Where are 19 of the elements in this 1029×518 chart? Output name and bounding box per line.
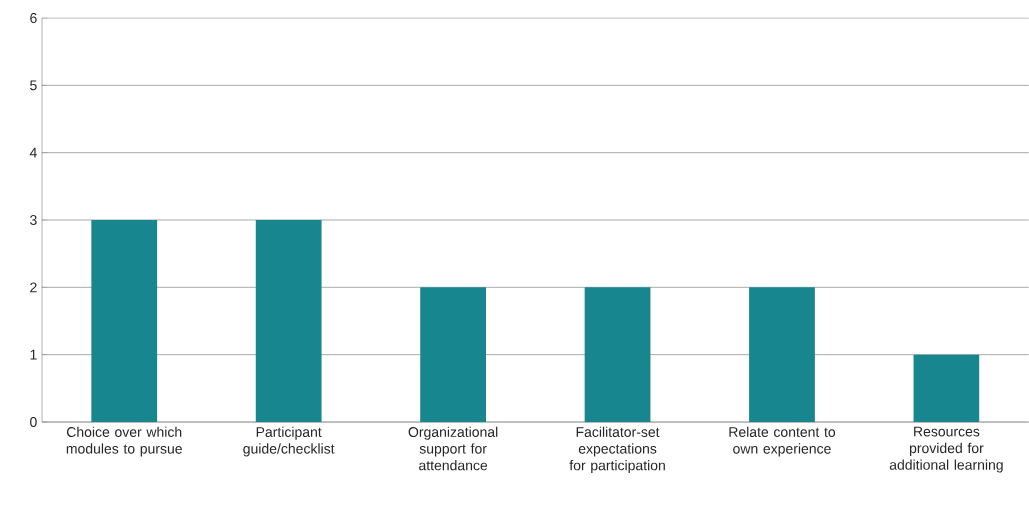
- x-tick-label: Participant guide/checklist: [243, 426, 335, 457]
- x-tick-label: Choice over which modules to pursue: [66, 426, 182, 457]
- y-tick-label: 5: [30, 80, 37, 91]
- y-tick-label: 0: [30, 417, 37, 427]
- bar: [913, 354, 980, 422]
- bar: [584, 287, 651, 422]
- bar: [749, 287, 815, 422]
- y-tick-label: 2: [30, 282, 37, 293]
- y-tick-label: 3: [30, 215, 37, 225]
- x-tick-label: Organizational support for attendance: [408, 426, 498, 471]
- bar: [420, 287, 486, 422]
- x-tick-label: Resources provided for additional learning: [889, 426, 1003, 473]
- bar: [91, 220, 158, 422]
- y-tick-label: 1: [30, 349, 37, 360]
- y-tick-label: 6: [30, 13, 37, 23]
- x-tick-label: Relate content to own experience: [729, 426, 836, 457]
- x-tick-label: Facilitator-set expectations for participation: [569, 426, 665, 474]
- bar: [255, 220, 322, 422]
- y-tick-label: 4: [29, 147, 37, 158]
